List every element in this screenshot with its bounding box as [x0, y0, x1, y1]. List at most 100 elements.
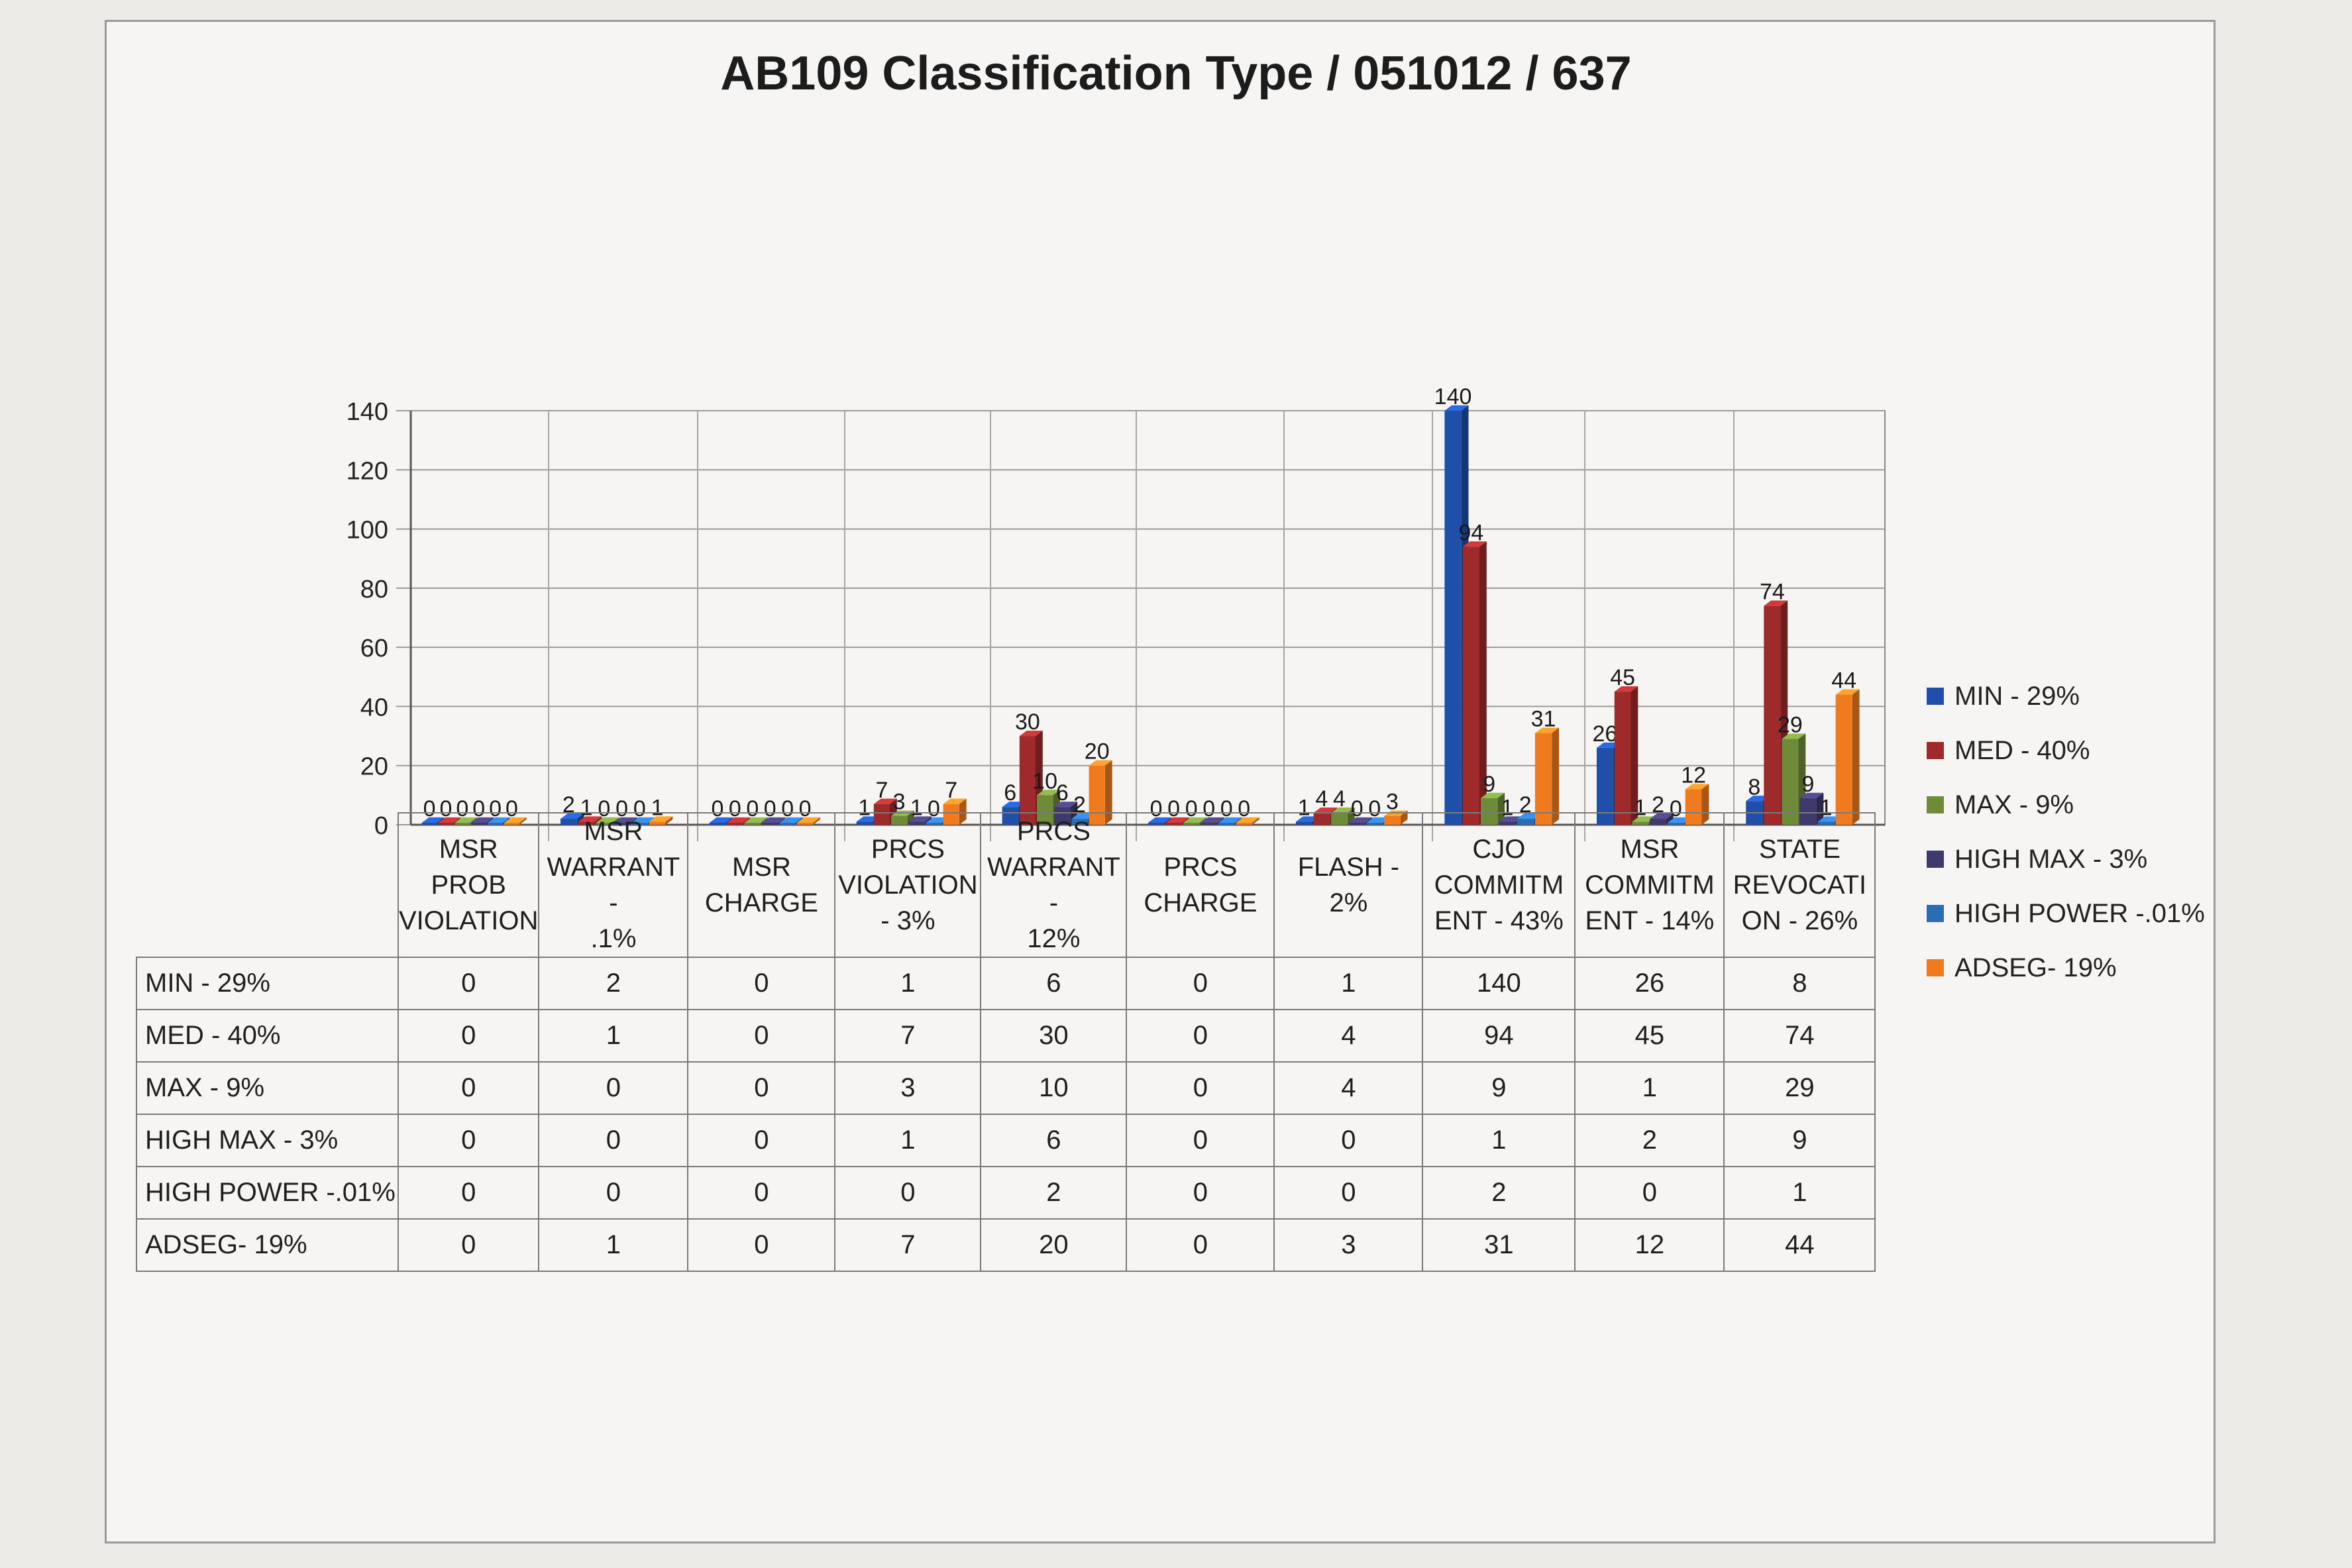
- bar-top-face: [1614, 686, 1638, 692]
- table-cell: 6: [980, 957, 1128, 1010]
- table-column-header: PRCS CHARGE: [1126, 812, 1275, 958]
- table-cell: 45: [1574, 1009, 1725, 1063]
- table-cell: 0: [397, 1166, 540, 1220]
- table-column-header: MSR WARRANT - .1%: [538, 812, 689, 958]
- y-tick-label: 100: [347, 517, 388, 545]
- table-cell: 6: [980, 1114, 1128, 1167]
- table-cell: 1: [1422, 1114, 1576, 1167]
- table-row: HIGH POWER -.01% 0 0 0 0 2 0 0 2 0 1: [136, 1166, 1876, 1220]
- bar-top-face: [1685, 784, 1709, 790]
- table-cell: 10: [980, 1061, 1128, 1115]
- table-cell: 0: [538, 1166, 689, 1220]
- legend-item: HIGH POWER -.01%: [1927, 886, 2205, 941]
- bar-side-face: [1630, 686, 1638, 825]
- table-cell: 0: [687, 1009, 836, 1063]
- table-cell: 2: [1422, 1166, 1576, 1220]
- bar-top-face: [1799, 792, 1824, 798]
- table-cell: 1: [1574, 1061, 1725, 1115]
- bar-data-label: 94: [1458, 520, 1483, 545]
- legend-label: HIGH POWER -.01%: [1954, 898, 2205, 928]
- table-row: MAX - 9% 0 0 0 3 10 0 4 9 1 29: [136, 1061, 1876, 1115]
- table-cell: 2: [1574, 1114, 1725, 1167]
- table-cell: 29: [1723, 1061, 1876, 1115]
- table-row-header: MAX - 9%: [136, 1061, 399, 1115]
- table-cell: 26: [1574, 957, 1725, 1010]
- bar-top-face: [1089, 760, 1112, 766]
- bar-top-face: [1331, 808, 1355, 813]
- bar-data-label: 45: [1610, 665, 1635, 690]
- y-tick-label: 140: [347, 398, 388, 426]
- bar-side-face: [1552, 727, 1559, 825]
- bar-data-label: 29: [1778, 713, 1803, 738]
- bar-data-label: 4: [1333, 786, 1346, 811]
- legend-label: ADSEG- 19%: [1954, 953, 2117, 982]
- y-tick-label: 20: [360, 753, 388, 781]
- bar: [1835, 694, 1852, 825]
- legend-swatch: [1927, 959, 1944, 976]
- table-cell: 0: [1126, 957, 1275, 1010]
- table-cell: 0: [834, 1166, 982, 1220]
- bar-data-label: 26: [1592, 721, 1617, 747]
- table-cell: 0: [1126, 1061, 1275, 1115]
- bar: [1534, 733, 1552, 825]
- bar: [1597, 747, 1613, 825]
- table-cell: 1: [834, 1114, 982, 1167]
- legend-swatch: [1927, 851, 1944, 868]
- chart-data-table: MSR PROB VIOLATION MSR WARRANT - .1% MSR CHARG…: [136, 812, 1876, 1272]
- bar-top-face: [1782, 733, 1806, 739]
- bar-data-label: 9: [1802, 772, 1815, 797]
- bar-top-face: [1444, 405, 1469, 411]
- table-column-header: FLASH - 2%: [1273, 812, 1424, 958]
- bar-data-label: 2: [562, 792, 575, 817]
- legend-item: ADSEG- 19%: [1927, 941, 2205, 995]
- bar-top-face: [1481, 792, 1505, 798]
- table-column-header: MSR COMMITM ENT - 14%: [1574, 812, 1725, 958]
- legend-label: MIN - 29%: [1954, 681, 2080, 711]
- bar-data-label: 3: [893, 790, 906, 815]
- legend-swatch: [1927, 796, 1944, 813]
- y-tick-label: 60: [360, 635, 388, 662]
- table-row: MED - 40% 0 1 0 7 30 0 4 94 45 74: [136, 1009, 1876, 1063]
- bar-data-label: 6: [1056, 780, 1069, 806]
- table-cell: 1: [834, 957, 982, 1010]
- bar: [1614, 692, 1631, 825]
- table-row: ADSEG- 19% 0 1 0 7 20 0 3 31 12 44: [136, 1218, 1876, 1272]
- legend-swatch: [1927, 688, 1944, 705]
- bar-data-label: 2: [1073, 792, 1086, 817]
- table-cell: 20: [980, 1218, 1128, 1272]
- table-cell: 12: [1574, 1218, 1725, 1272]
- bar-side-face: [1104, 760, 1112, 825]
- table-cell: 0: [397, 957, 540, 1010]
- bar-data-label: 3: [1386, 790, 1399, 815]
- table-cell: 2: [538, 957, 689, 1010]
- bar-top-face: [1534, 727, 1559, 733]
- legend-label: MED - 40%: [1954, 735, 2090, 765]
- bar-data-label: 4: [1315, 786, 1328, 811]
- table-cell: 0: [1273, 1114, 1424, 1167]
- table-cell: 0: [538, 1061, 689, 1115]
- table-cell: 74: [1723, 1009, 1876, 1063]
- bar-top-face: [1054, 802, 1078, 808]
- table-column-header: STATE REVOCATI ON - 26%: [1723, 812, 1876, 958]
- table-cell: 94: [1422, 1009, 1576, 1063]
- legend-item: MED - 40%: [1927, 723, 2205, 778]
- bar: [1444, 411, 1462, 825]
- table-cell: 4: [1273, 1061, 1424, 1115]
- bar-side-face: [1479, 541, 1487, 825]
- y-tick-label: 120: [347, 457, 388, 485]
- table-cell: 8: [1723, 957, 1876, 1010]
- bar-data-label: 31: [1531, 707, 1556, 732]
- table-cell: 1: [1273, 957, 1424, 1010]
- bar-data-label: 9: [1483, 772, 1495, 797]
- bar-data-label: 8: [1748, 774, 1760, 800]
- bar-data-label: 7: [945, 778, 957, 803]
- table-cell: 140: [1422, 957, 1576, 1010]
- y-tick-label: 80: [360, 576, 388, 603]
- table-cell: 0: [397, 1114, 540, 1167]
- table-cell: 9: [1422, 1061, 1576, 1115]
- bar-side-face: [1852, 689, 1860, 825]
- table-column-header: CJO COMMITM ENT - 43%: [1422, 812, 1576, 958]
- table-cell: 0: [1126, 1009, 1275, 1063]
- table-row: MIN - 29% 0 2 0 1 6 0 1 140 26 8: [136, 957, 1876, 1010]
